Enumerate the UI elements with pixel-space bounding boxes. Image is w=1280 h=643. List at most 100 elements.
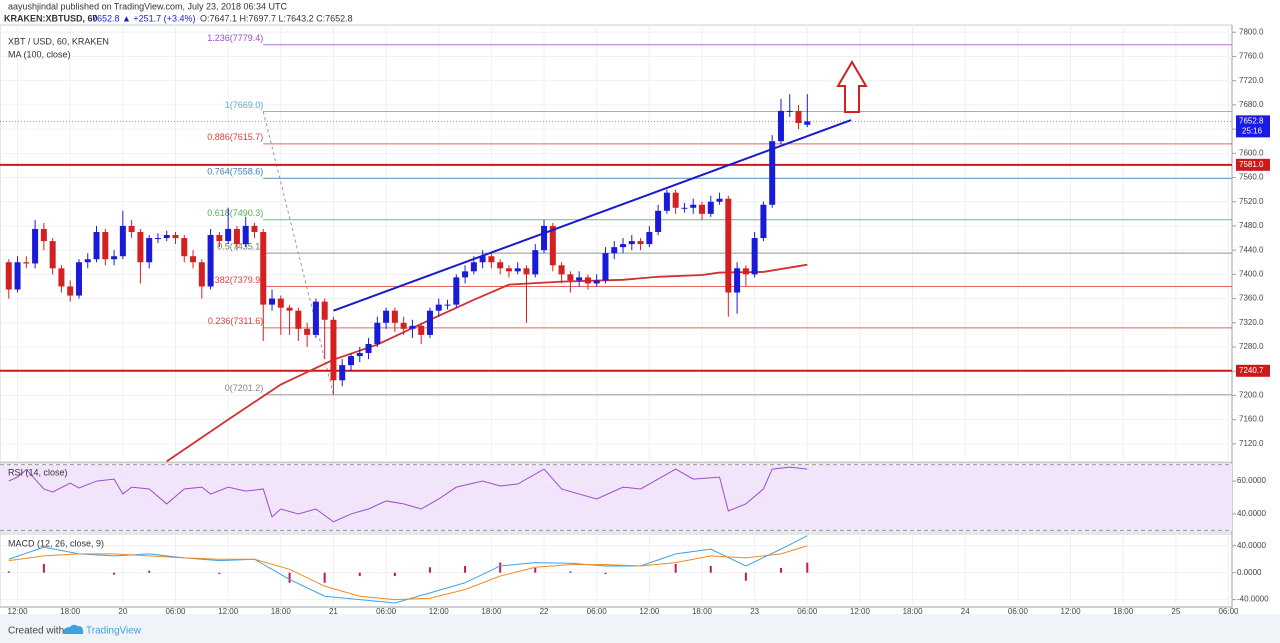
candle-body (312, 301, 319, 335)
x-tick-label: 06:00 (376, 607, 397, 616)
candle-body (304, 328, 311, 335)
candle-body (637, 241, 644, 245)
candle-body (295, 310, 302, 329)
y-tick-label: 7600.0 (1239, 148, 1264, 157)
x-tick-label: 18:00 (271, 607, 292, 616)
rsi-band (0, 464, 1232, 531)
last-price-label: 7652.8 (1239, 116, 1264, 125)
y-tick-label: 7560.0 (1239, 173, 1264, 182)
candle-body (593, 280, 600, 284)
candle-body (716, 198, 723, 202)
footer-brand: TradingView (86, 626, 142, 637)
header-ohlc: O:7647.1 H:7697.7 L:7643.2 C:7652.8 (200, 13, 353, 23)
indicator-line (8, 466, 808, 523)
candle-body (497, 262, 504, 269)
indicator-line (8, 545, 808, 601)
header-price: 7652.8 (92, 13, 120, 23)
histogram-bar (674, 563, 677, 573)
candle-body (620, 244, 627, 248)
candle-body (269, 298, 276, 305)
candle-body (330, 319, 337, 381)
x-tick-label: 06:00 (165, 607, 186, 616)
candle-body (470, 262, 477, 272)
x-tick-label: 18:00 (60, 607, 81, 616)
candle-body (391, 310, 398, 323)
histogram-bar (428, 567, 431, 573)
candle-body (462, 271, 469, 278)
candle-body (216, 235, 223, 242)
y-tick-label: 7120.0 (1239, 439, 1264, 448)
panel-title: MACD (12, 26, close, 9) (8, 538, 104, 548)
candle-body (84, 259, 91, 263)
candle-body (725, 198, 732, 293)
candle-body (251, 225, 258, 232)
trend-line (333, 119, 852, 312)
x-tick-label: 12:00 (639, 607, 660, 616)
histogram-bar (604, 572, 607, 575)
candle-body (426, 310, 433, 335)
fib-label: 0.764(7558.6) (207, 167, 263, 177)
candle-body (154, 238, 161, 240)
candle-body (760, 204, 767, 239)
candle-body (479, 256, 486, 263)
panel-title: RSI (14, close) (8, 467, 68, 477)
histogram-bar (569, 571, 572, 573)
candle-body (374, 322, 381, 344)
x-tick-label: 18:00 (692, 607, 713, 616)
candle-body (321, 301, 328, 320)
tradingview-logo (63, 624, 84, 634)
candle-body (277, 298, 284, 308)
y-tick-label: 0.0000 (1237, 568, 1262, 577)
x-tick-label: 06:00 (1218, 607, 1239, 616)
header-change: ▲ +251.7 (+3.4%) (122, 13, 195, 23)
candle-body (777, 110, 784, 142)
x-tick-label: 12:00 (8, 607, 29, 616)
histogram-bar (42, 563, 45, 573)
candle-body (769, 141, 776, 205)
x-tick-label: 18:00 (903, 607, 924, 616)
candle-body (40, 228, 47, 242)
candle-body (242, 225, 249, 245)
fib-label: 1(7669.0) (225, 100, 264, 110)
candle-body (163, 235, 170, 239)
histogram-bar (7, 571, 10, 573)
x-tick-label: 20 (118, 607, 127, 616)
candle-body (198, 262, 205, 287)
candle-body (172, 235, 179, 239)
footer-bar (0, 614, 1280, 643)
histogram-bar (393, 572, 396, 577)
candle-body (67, 286, 74, 296)
candle-body (32, 228, 39, 264)
candle-body (488, 256, 495, 263)
candle-body (356, 353, 363, 357)
y-tick-label: 7760.0 (1239, 52, 1264, 61)
candle-body (146, 238, 153, 263)
candle-body (663, 192, 670, 211)
footer-created: Created with (8, 626, 64, 637)
candle-body (453, 277, 460, 305)
candle-body (365, 343, 372, 354)
candle-body (49, 241, 56, 269)
fib-label: 0.236(7311.6) (208, 316, 263, 326)
x-tick-label: 25 (1171, 607, 1180, 616)
y-tick-label: 7360.0 (1239, 294, 1264, 303)
price-tag (1236, 158, 1270, 171)
y-tick-label: 7480.0 (1239, 221, 1264, 230)
candle-body (75, 262, 82, 296)
candle-body (207, 235, 214, 287)
candle-body (549, 225, 556, 266)
plot: 12:00 18:00 20 06:00 12:00 18:00 21 06:00 12:00 1… (0, 24, 1270, 616)
candle-body (23, 262, 30, 264)
fib-label: 1.236(7779.4) (207, 33, 263, 43)
y-tick-label: 7320.0 (1239, 318, 1264, 327)
y-tick-label: -40.0000 (1237, 595, 1269, 604)
candle-body (137, 232, 144, 263)
candle-body (584, 277, 591, 284)
candle-body (225, 228, 232, 242)
candle-body (409, 325, 416, 329)
fib-label: 0.886(7615.7) (207, 132, 263, 142)
x-tick-label: 12:00 (218, 607, 239, 616)
candle-body (93, 232, 100, 260)
x-tick-label: 21 (329, 607, 338, 616)
candle-body (435, 304, 442, 311)
